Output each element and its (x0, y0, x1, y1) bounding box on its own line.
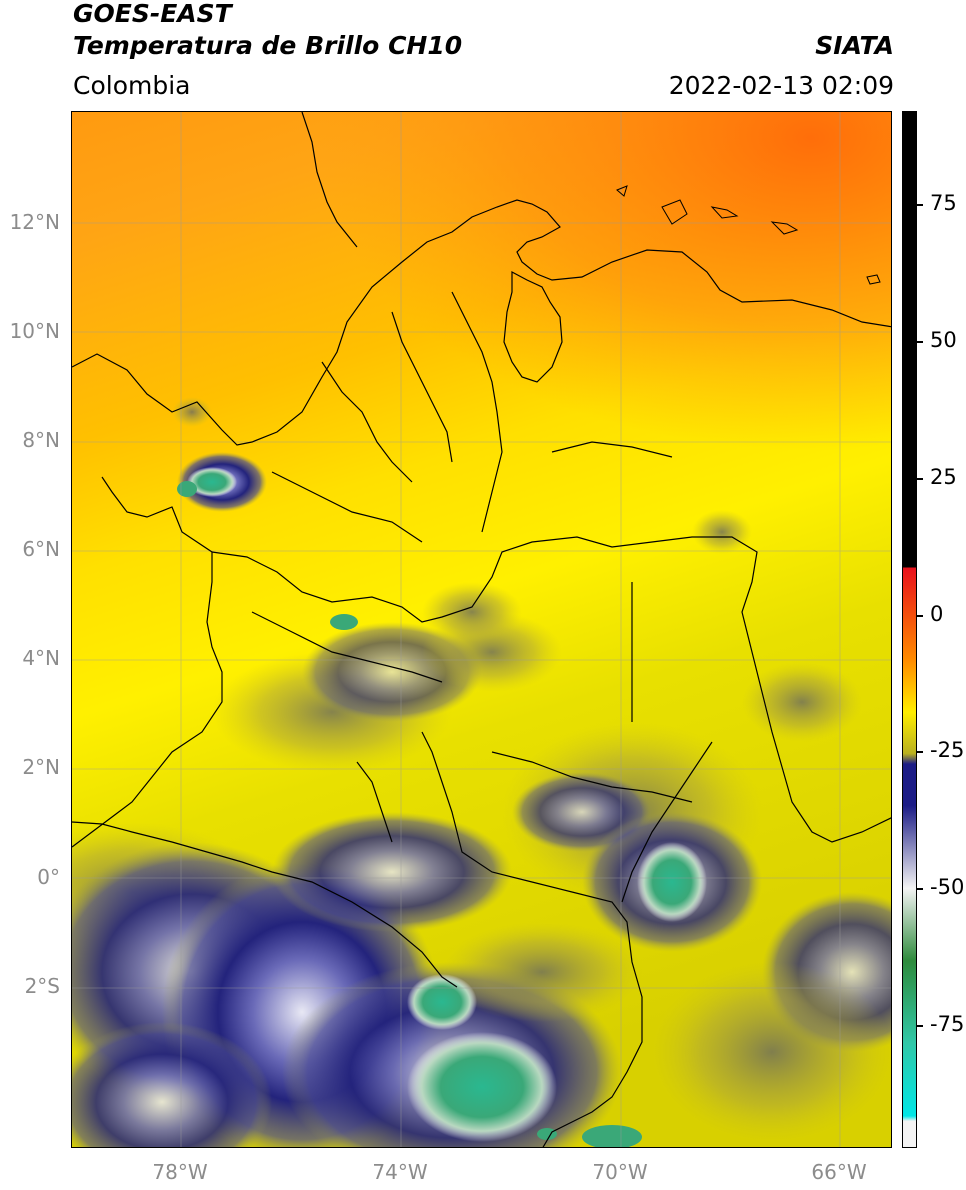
lon-label-74w: 74°W (372, 1160, 428, 1184)
colorbar-label-0: 0 (930, 602, 944, 626)
colorbar-tick (917, 204, 923, 206)
source-label: SIATA (815, 31, 894, 60)
colorbar-label-minus50: -50 (930, 875, 965, 899)
colorbar-tick (917, 1025, 923, 1027)
lon-label-70w: 70°W (592, 1160, 648, 1184)
colorbar-tick (917, 751, 923, 753)
lat-label-2s: 2°S (24, 974, 60, 998)
colorbar-label-minus75: -75 (930, 1012, 965, 1036)
lat-label-10n: 10°N (9, 319, 60, 343)
map-canvas (72, 112, 891, 1147)
colorbar-tick (917, 615, 923, 617)
temperature-colorbar (902, 111, 917, 1148)
lat-label-0: 0° (37, 865, 60, 889)
lat-label-6n: 6°N (22, 537, 60, 561)
lat-label-12n: 12°N (9, 210, 60, 234)
title-satellite: GOES-EAST (73, 0, 232, 28)
region-label: Colombia (73, 71, 191, 100)
colorbar-label-25: 25 (930, 465, 957, 489)
lat-label-2n: 2°N (22, 755, 60, 779)
lat-label-4n: 4°N (22, 646, 60, 670)
colorbar-tick (917, 888, 923, 890)
colorbar-tick (917, 341, 923, 343)
title-product: Temperatura de Brillo CH10 (73, 31, 463, 60)
colorbar-label-50: 50 (930, 328, 957, 352)
lat-label-8n: 8°N (22, 428, 60, 452)
datetime-label: 2022-02-13 02:09 (668, 71, 894, 100)
lon-label-66w: 66°W (811, 1160, 867, 1184)
graticule (72, 112, 891, 1147)
lon-label-78w: 78°W (152, 1160, 208, 1184)
colorbar-label-minus25: -25 (930, 738, 965, 762)
satellite-map (71, 111, 892, 1148)
coastlines-and-borders (72, 112, 891, 1147)
colorbar-tick (917, 478, 923, 480)
colorbar-label-75: 75 (930, 191, 957, 215)
